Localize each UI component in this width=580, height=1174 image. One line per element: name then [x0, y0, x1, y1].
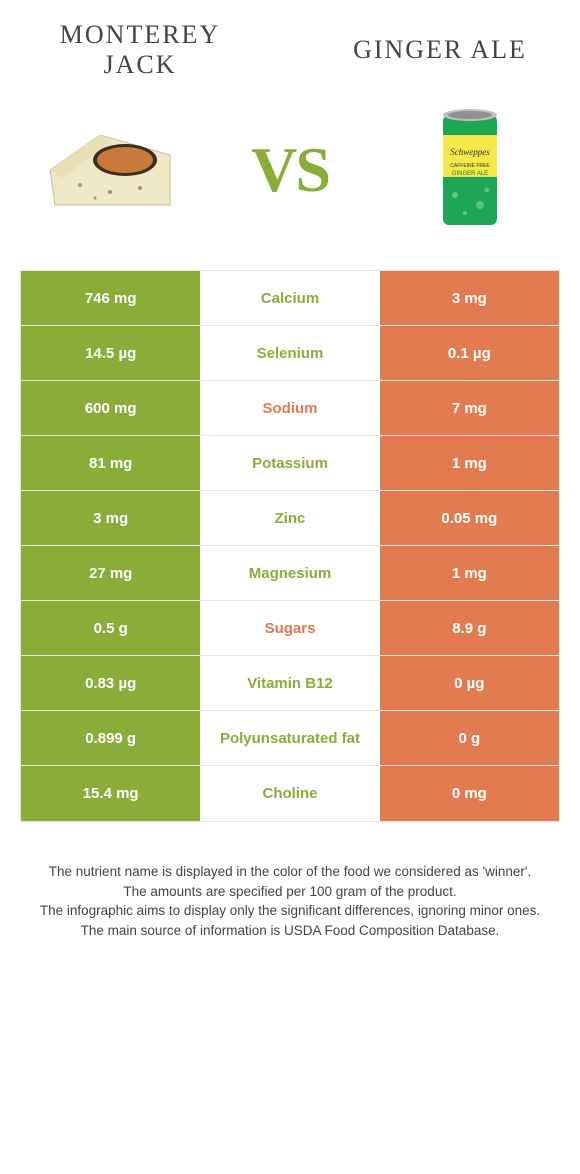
right-value: 7 mg — [380, 381, 559, 435]
vs-badge: VS — [251, 133, 329, 207]
right-value: 0.1 µg — [380, 326, 559, 380]
left-food-title: MONTEREY JACK — [40, 20, 240, 80]
nutrient-row: 0.5 gSugars8.9 g — [21, 601, 559, 656]
left-value: 3 mg — [21, 491, 200, 545]
left-food-image — [30, 100, 190, 240]
right-value: 1 mg — [380, 546, 559, 600]
left-value: 0.899 g — [21, 711, 200, 765]
nutrient-row: 14.5 µgSelenium0.1 µg — [21, 326, 559, 381]
footer-line: The amounts are specified per 100 gram o… — [30, 882, 550, 902]
footer-line: The nutrient name is displayed in the co… — [30, 862, 550, 882]
left-value: 600 mg — [21, 381, 200, 435]
left-value: 0.83 µg — [21, 656, 200, 710]
right-value: 3 mg — [380, 271, 559, 325]
svg-text:CAFFEINE FREE: CAFFEINE FREE — [450, 163, 490, 169]
nutrient-label: Polyunsaturated fat — [200, 711, 379, 765]
nutrient-label: Selenium — [200, 326, 379, 380]
left-value: 746 mg — [21, 271, 200, 325]
nutrient-label: Choline — [200, 766, 379, 821]
left-value: 27 mg — [21, 546, 200, 600]
svg-text:GINGER ALE: GINGER ALE — [452, 171, 488, 177]
nutrient-row: 0.83 µgVitamin B120 µg — [21, 656, 559, 711]
right-value: 0.05 mg — [380, 491, 559, 545]
header: MONTEREY JACK GINGER ALE — [0, 0, 580, 90]
cheese-icon — [40, 120, 180, 220]
nutrient-table: 746 mgCalcium3 mg14.5 µgSelenium0.1 µg60… — [20, 270, 560, 822]
images-row: VS Schweppes CAFFEINE FREE GINGER ALE — [0, 90, 580, 270]
nutrient-label: Sodium — [200, 381, 379, 435]
nutrient-row: 0.899 gPolyunsaturated fat0 g — [21, 711, 559, 766]
right-food-title: GINGER ALE — [340, 35, 540, 65]
nutrient-label: Potassium — [200, 436, 379, 490]
nutrient-row: 15.4 mgCholine0 mg — [21, 766, 559, 821]
nutrient-label: Zinc — [200, 491, 379, 545]
footer-notes: The nutrient name is displayed in the co… — [0, 822, 580, 940]
left-value: 14.5 µg — [21, 326, 200, 380]
nutrient-label: Magnesium — [200, 546, 379, 600]
nutrient-row: 81 mgPotassium1 mg — [21, 436, 559, 491]
nutrient-row: 746 mgCalcium3 mg — [21, 271, 559, 326]
right-value: 0 g — [380, 711, 559, 765]
left-value: 15.4 mg — [21, 766, 200, 821]
footer-line: The main source of information is USDA F… — [30, 921, 550, 941]
nutrient-row: 27 mgMagnesium1 mg — [21, 546, 559, 601]
right-value: 0 mg — [380, 766, 559, 821]
right-value: 0 µg — [380, 656, 559, 710]
left-value: 81 mg — [21, 436, 200, 490]
right-value: 1 mg — [380, 436, 559, 490]
right-value: 8.9 g — [380, 601, 559, 655]
nutrient-label: Sugars — [200, 601, 379, 655]
nutrient-row: 600 mgSodium7 mg — [21, 381, 559, 436]
left-value: 0.5 g — [21, 601, 200, 655]
nutrient-label: Vitamin B12 — [200, 656, 379, 710]
nutrient-row: 3 mgZinc0.05 mg — [21, 491, 559, 546]
right-food-image: Schweppes CAFFEINE FREE GINGER ALE — [390, 100, 550, 240]
svg-text:Schweppes: Schweppes — [450, 147, 490, 157]
soda-can-icon: Schweppes CAFFEINE FREE GINGER ALE — [435, 105, 505, 235]
footer-line: The infographic aims to display only the… — [30, 901, 550, 921]
nutrient-label: Calcium — [200, 271, 379, 325]
